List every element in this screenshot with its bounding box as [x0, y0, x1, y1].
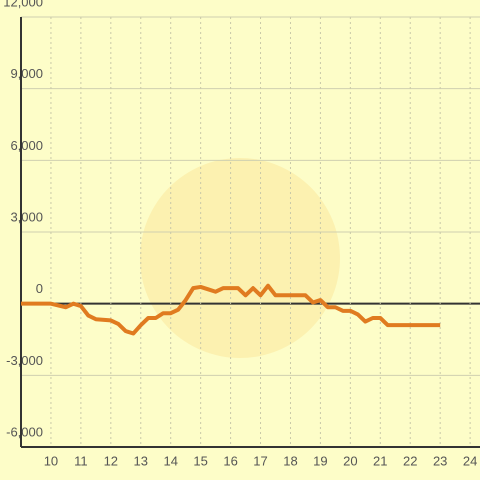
y-tick-label: 6,000	[10, 138, 43, 153]
y-tick-label: -3,000	[6, 353, 43, 368]
x-tick-label: 20	[343, 453, 357, 468]
x-tick-label: 22	[403, 453, 417, 468]
x-tick-label: 14	[163, 453, 177, 468]
x-tick-label: 24	[463, 453, 477, 468]
y-tick-label: 0	[36, 281, 43, 296]
y-tick-label: 12,000	[3, 0, 43, 9]
x-tick-label: 13	[134, 453, 148, 468]
watermark	[140, 158, 340, 358]
y-tick-label: -6,000	[6, 424, 43, 439]
x-tick-label: 15	[193, 453, 207, 468]
x-tick-label: 17	[253, 453, 267, 468]
x-tick-label: 21	[373, 453, 387, 468]
y-tick-label: 9,000	[10, 66, 43, 81]
x-tick-label: 23	[433, 453, 447, 468]
x-tick-label: 18	[283, 453, 297, 468]
line	[21, 283, 441, 336]
y-tick-label: 3,000	[10, 209, 43, 224]
x-tick-label: 16	[223, 453, 237, 468]
x-tick-label: 11	[74, 453, 88, 468]
x-tick-label: 12	[104, 453, 118, 468]
x-tick-label: 19	[313, 453, 327, 468]
x-tick-label: 10	[44, 453, 58, 468]
